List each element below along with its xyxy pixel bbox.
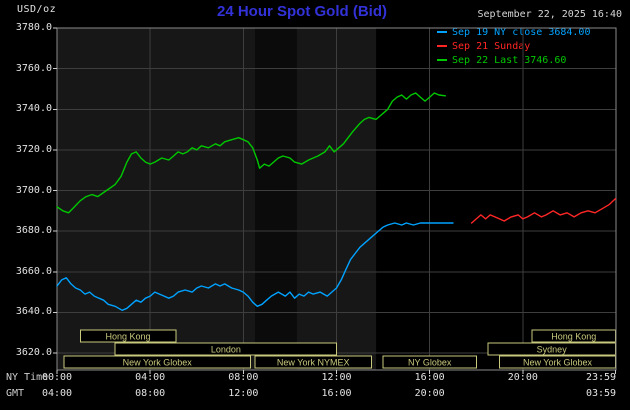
- legend-label: Sep 22 Last 3746.60: [452, 54, 567, 66]
- x-tick-label-gmt: 04:00: [41, 388, 73, 399]
- x-tick-label-gmt: 08:00: [135, 388, 166, 399]
- legend-item: Sep 21 Sunday: [437, 39, 590, 53]
- datetime-label: September 22, 2025 16:40: [477, 9, 623, 20]
- x-tick-label-ny: 12:00: [321, 372, 352, 383]
- x-tick-label-gmt: 20:00: [414, 388, 445, 399]
- x-tick-label-gmt: 16:00: [321, 388, 352, 399]
- x-tick-label-gmt: 03:59: [585, 388, 617, 399]
- legend-line-marker: [437, 45, 447, 47]
- x-tick-label-ny: 23:59: [585, 372, 617, 383]
- price-series-sep19: [56, 222, 454, 311]
- legend-line-marker: [437, 59, 447, 61]
- session-box: [382, 355, 477, 369]
- y-tick-label: 3720.0: [15, 143, 52, 155]
- legend-item: Sep 19 NY close 3684.00: [437, 25, 590, 39]
- y-tick-label: 3780.0: [15, 22, 52, 33]
- x-tick-label-ny: 00:00: [41, 372, 73, 383]
- session-label: New York Globex: [523, 358, 593, 368]
- x-tick-label-ny: 04:00: [135, 372, 166, 383]
- legend-label: Sep 19 NY close 3684.00: [452, 26, 591, 38]
- y-tick-label: 3680.0: [15, 225, 52, 237]
- x-tick-label-ny: 20:00: [507, 372, 538, 383]
- price-series-sep21: [470, 197, 617, 224]
- y-axis-units-label: USD/oz: [17, 4, 57, 15]
- chart-title: 24 Hour Spot Gold (Bid): [217, 3, 387, 20]
- legend-item: Sep 22 Last 3746.60: [437, 53, 590, 67]
- session-label: New York Globex: [123, 358, 193, 368]
- gmt-axis-caption: GMT: [6, 388, 25, 399]
- session-box: [254, 355, 372, 369]
- session-label: New York NYMEX: [277, 358, 350, 368]
- session-box: [63, 355, 251, 369]
- legend: Sep 19 NY close 3684.00 Sep 21 Sunday Sep …: [437, 25, 590, 67]
- session-label: NY Globex: [408, 358, 452, 368]
- session-label: Hong Kong: [105, 332, 150, 342]
- session-label: Hong Kong: [551, 332, 596, 342]
- session-label: London: [211, 345, 241, 355]
- y-tick-label: 3640.0: [15, 306, 52, 318]
- y-tick-label: 3620.0: [15, 347, 52, 358]
- price-series-sep22: [56, 92, 446, 214]
- plot-shading-band: [57, 28, 377, 370]
- legend-label: Sep 21 Sunday: [452, 40, 531, 52]
- session-label: Sydney: [537, 345, 568, 355]
- y-tick-label: 3700.0: [15, 184, 52, 196]
- session-box: [114, 342, 337, 356]
- x-tick-label-ny: 08:00: [228, 372, 259, 383]
- plot-shading-band: [255, 28, 297, 370]
- y-tick-label: 3660.0: [15, 265, 52, 277]
- session-box: [79, 329, 177, 343]
- x-tick-label-ny: 16:00: [414, 372, 445, 383]
- y-tick-label: 3760.0: [15, 62, 52, 74]
- legend-line-marker: [437, 31, 447, 33]
- ny-time-axis-caption: NY Time: [6, 372, 49, 383]
- y-tick-label: 3740.0: [15, 103, 52, 115]
- x-tick-label-gmt: 12:00: [228, 388, 259, 399]
